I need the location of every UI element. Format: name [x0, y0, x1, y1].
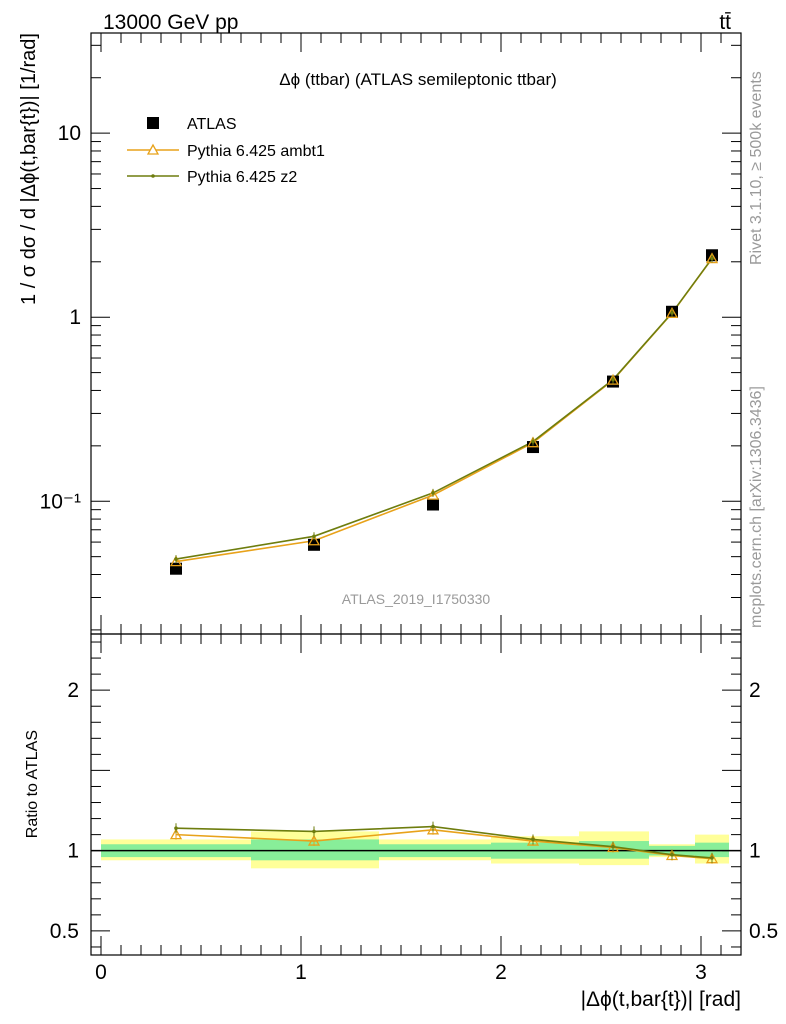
- x-tick-label: 2: [495, 961, 507, 984]
- ratio-plot: 0.5 0.5 1 1 2 2 0 1 2 3 Ratio to ATLAS |Δϕ(t,bar{…: [24, 633, 778, 1011]
- data-point-atlas: [427, 498, 439, 511]
- ratio-plot-frame: [90, 633, 742, 956]
- side-label-mcplots: mcplots.cern.ch [arXiv:1306.3436]: [748, 386, 765, 628]
- x-tick-label: 0: [95, 961, 107, 984]
- main-y-axis-label: 1 / σ dσ / d |Δϕ(t,bar{t})| [1/rad]: [18, 33, 40, 305]
- ratio-point-z2: [531, 837, 535, 842]
- legend-marker-z2: [151, 174, 155, 178]
- legend-marker-atlas: [147, 117, 159, 129]
- x-tick-label: 3: [695, 961, 707, 984]
- ratio-y-tick-label-right: 0.5: [749, 920, 778, 943]
- ratio-y-tick-label-left: 2: [67, 679, 79, 702]
- ratio-series: [169, 821, 719, 864]
- header-process: tt̄: [719, 11, 731, 34]
- legend-label: Pythia 6.425 ambt1: [187, 143, 325, 160]
- data-point-ambt1: [705, 252, 719, 264]
- data-point-ambt1: [169, 555, 183, 567]
- ratio-y-tick-label-left: 0.5: [50, 920, 79, 943]
- data-point-ambt1: [426, 488, 440, 500]
- ratio-y-tick-label-right: 2: [749, 679, 761, 702]
- side-label-rivet: Rivet 3.1.10, ≥ 500k events: [748, 71, 765, 265]
- chart-title: Δϕ (ttbar) (ATLAS semileptonic ttbar): [279, 70, 557, 89]
- ratio-point-z2: [312, 829, 316, 834]
- ratio-point-ambt1: [307, 834, 321, 846]
- ratio-uncertainty-bands: [91, 831, 741, 869]
- data-point-ambt1: [606, 373, 620, 385]
- ratio-point-z2: [611, 844, 615, 849]
- stat-uncertainty-band: [251, 839, 379, 861]
- header-energy: 13000 GeV pp: [103, 11, 238, 34]
- ratio-point-ambt1: [426, 823, 440, 835]
- legend-marker-ambt1: [146, 143, 160, 155]
- x-axis-label: |Δϕ(t,bar{t})| [rad]: [581, 988, 741, 1011]
- analysis-watermark: ATLAS_2019_I1750330: [342, 591, 491, 607]
- ratio-point-z2: [710, 856, 714, 860]
- legend-label: Pythia 6.425 z2: [187, 169, 297, 186]
- legend: ATLAS Pythia 6.425 ambt1 Pythia 6.425 z2: [127, 116, 325, 186]
- data-point-ambt1: [307, 534, 321, 546]
- y-tick-label: 1: [69, 306, 81, 329]
- data-point-ambt1: [665, 306, 679, 318]
- legend-label: ATLAS: [187, 116, 237, 133]
- y-tick-label: 10⁻¹: [40, 490, 81, 513]
- ratio-y-tick-label-left: 1: [67, 840, 79, 863]
- ratio-point-ambt1: [169, 828, 183, 840]
- x-tick-label: 1: [295, 961, 307, 984]
- y-tick-label: 10: [58, 122, 81, 145]
- ratio-point-z2: [670, 852, 674, 857]
- ratio-y-axis-label: Ratio to ATLAS: [24, 730, 41, 838]
- ratio-point-ambt1: [526, 834, 540, 846]
- ratio-y-tick-label-right: 1: [749, 840, 761, 863]
- series-line-2: [175, 257, 713, 560]
- stat-uncertainty-band: [695, 842, 729, 858]
- ratio-point-z2: [174, 826, 178, 831]
- main-ticks: 10⁻¹ 1 10: [40, 33, 742, 634]
- ratio-ticks: 0.5 0.5 1 1 2 2 0 1 2 3: [50, 634, 778, 984]
- main-series: [169, 249, 719, 575]
- main-plot: 10⁻¹ 1 10 Δϕ (ttbar) (ATLAS semileptonic t…: [18, 32, 742, 635]
- series-line-1: [175, 258, 713, 563]
- data-point-ambt1: [526, 436, 540, 448]
- ratio-point-z2: [431, 824, 435, 829]
